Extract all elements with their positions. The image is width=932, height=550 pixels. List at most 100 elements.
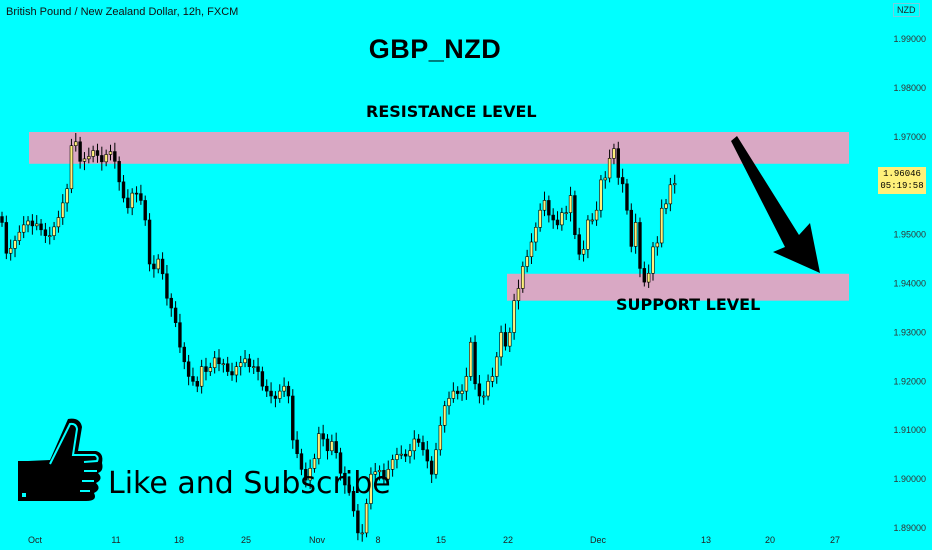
candle-body <box>512 300 516 333</box>
candle-body <box>221 363 226 366</box>
candle-body <box>143 200 147 221</box>
candle-body <box>160 258 165 275</box>
time-tick-label: 22 <box>503 535 513 545</box>
candle-body <box>403 453 408 457</box>
candle-body <box>35 223 39 227</box>
candle-body <box>299 453 304 470</box>
candle-body <box>521 266 525 289</box>
candle-series <box>0 132 677 542</box>
candle-body <box>408 450 412 457</box>
candle-body <box>104 154 108 163</box>
candle-body <box>573 195 577 235</box>
price-tick-label: 1.90000 <box>893 474 926 484</box>
candle-body <box>442 405 447 426</box>
candle-body <box>317 433 321 459</box>
resistance-zone <box>29 132 849 164</box>
candle-body <box>551 214 555 221</box>
candle-body <box>169 297 173 309</box>
symbol-description[interactable]: British Pound / New Zealand Dollar, 12h,… <box>6 6 239 18</box>
candle-body <box>338 452 343 474</box>
candle-body <box>347 484 351 492</box>
time-tick-label: 25 <box>241 535 251 545</box>
candle-body <box>325 438 330 452</box>
candle-body <box>351 491 356 512</box>
candle-body <box>451 390 456 399</box>
candle-body <box>269 390 273 397</box>
candle-body <box>503 332 508 347</box>
candle-body <box>642 268 647 283</box>
candle-body <box>659 207 664 244</box>
candle-body <box>620 177 625 185</box>
candle-body <box>208 367 213 372</box>
candle-body <box>655 242 660 248</box>
candle-body <box>39 223 43 231</box>
candle-body <box>291 395 295 441</box>
currency-badge[interactable]: NZD <box>893 3 920 17</box>
time-tick-label: 18 <box>174 535 184 545</box>
candle-body <box>369 473 373 504</box>
candle-body <box>52 226 56 236</box>
bar-countdown: 05:19:58 <box>880 181 924 191</box>
price-tick-label: 1.97000 <box>893 132 926 142</box>
candle-body <box>247 358 252 367</box>
price-axis[interactable]: 1.990001.980001.970001.960001.950001.940… <box>893 34 926 533</box>
price-tick-label: 1.89000 <box>893 523 926 533</box>
candle-body <box>199 366 204 387</box>
candle-body <box>421 442 425 451</box>
candle-body <box>334 441 338 454</box>
candle-body <box>633 222 638 247</box>
candle-body <box>603 177 607 181</box>
time-axis[interactable]: Oct 11 18 25 Nov 8 15 22 Dec 13 20 27 <box>28 535 840 545</box>
candle-body <box>321 433 325 440</box>
candle-body <box>21 224 26 233</box>
candle-body <box>282 385 286 392</box>
candle-body <box>373 471 377 475</box>
candle-body <box>434 449 438 475</box>
candle-body <box>438 425 443 451</box>
candle-body <box>217 357 221 365</box>
price-tick-label: 1.99000 <box>893 34 926 44</box>
candle-body <box>495 356 499 377</box>
candle-body <box>82 158 87 162</box>
candle-body <box>295 439 299 454</box>
candle-body <box>78 141 82 162</box>
candle-body <box>252 366 256 368</box>
candle-body <box>178 322 182 348</box>
candle-body <box>278 390 282 399</box>
candle-body <box>382 470 386 480</box>
candle-body <box>304 469 308 481</box>
candle-body <box>74 141 78 146</box>
candle-body <box>121 181 126 199</box>
candle-body <box>482 395 486 398</box>
candle-body <box>568 195 573 213</box>
candle-body <box>625 183 629 211</box>
candle-body <box>152 263 156 270</box>
candle-body <box>108 151 113 155</box>
candle-body <box>560 212 564 226</box>
candle-body <box>212 357 217 368</box>
candle-body <box>147 219 152 265</box>
resistance-label: RESISTANCE LEVEL <box>366 102 537 121</box>
like-subscribe-text: Like and Subscribe <box>108 466 391 501</box>
time-tick-label: Dec <box>590 535 607 545</box>
chart-title: GBP_NZD <box>368 34 502 64</box>
candle-body <box>525 256 529 267</box>
candle-body <box>473 341 477 385</box>
candle-body <box>0 216 4 223</box>
candle-body <box>13 240 17 249</box>
candle-body <box>48 235 52 237</box>
candle-body <box>130 192 134 209</box>
down-arrow-icon <box>731 136 820 273</box>
candle-body <box>490 376 495 382</box>
candle-body <box>265 385 269 392</box>
candle-body <box>165 273 169 299</box>
candle-body <box>399 453 403 456</box>
candle-body <box>477 383 482 397</box>
candle-body <box>508 332 512 347</box>
price-tick-label: 1.91000 <box>893 425 926 435</box>
candle-body <box>529 241 534 257</box>
candle-body <box>17 231 22 241</box>
candle-body <box>330 441 334 452</box>
candle-body <box>455 390 460 394</box>
